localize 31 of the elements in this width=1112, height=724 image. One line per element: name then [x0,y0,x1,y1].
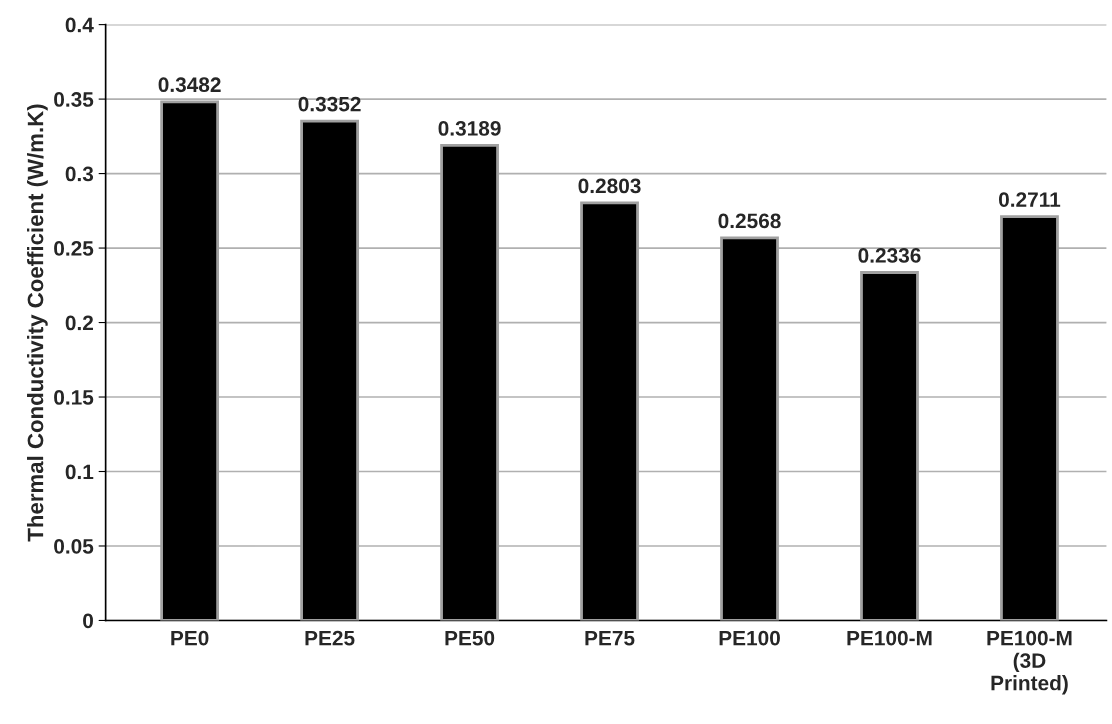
bar [300,119,359,621]
x-tick-label: PE50 [445,630,495,646]
y-tick-label: 0 [83,613,93,629]
y-tick-label: 0.4 [65,17,94,33]
bar [860,271,919,621]
y-tick-label: 0.1 [65,464,94,480]
data-label: 0.3352 [298,96,361,112]
bar [580,201,639,621]
x-tick-label: PE100-M (3D Printed) [987,630,1072,695]
bar [1000,215,1059,621]
x-tick-label: PE75 [585,630,635,646]
x-tick-label: PE100-M [847,630,932,646]
y-tick-label: 0.25 [54,241,94,256]
data-label: 0.2803 [578,178,641,194]
x-tick-label: PE100 [719,630,780,646]
y-tick-label: 0.2 [65,315,93,331]
data-label: 0.3189 [438,121,501,136]
y-tick-label: 0.3 [65,166,94,182]
data-label: 0.3482 [158,77,221,93]
x-tick-label: PE25 [305,630,355,646]
x-tick-label: PE0 [171,630,209,646]
bar [440,144,499,621]
y-tick-label: 0.05 [54,538,94,554]
y-tick-label: 0.35 [54,92,94,107]
data-label: 0.2336 [858,248,921,263]
data-label: 0.2568 [718,213,781,229]
y-tick-label: 0.15 [54,390,94,405]
data-label: 0.2711 [998,192,1061,207]
bar [720,236,779,621]
bar [160,100,220,621]
y-axis-title: Thermal Conductivity Coefficient (W/m.K) [27,104,48,542]
